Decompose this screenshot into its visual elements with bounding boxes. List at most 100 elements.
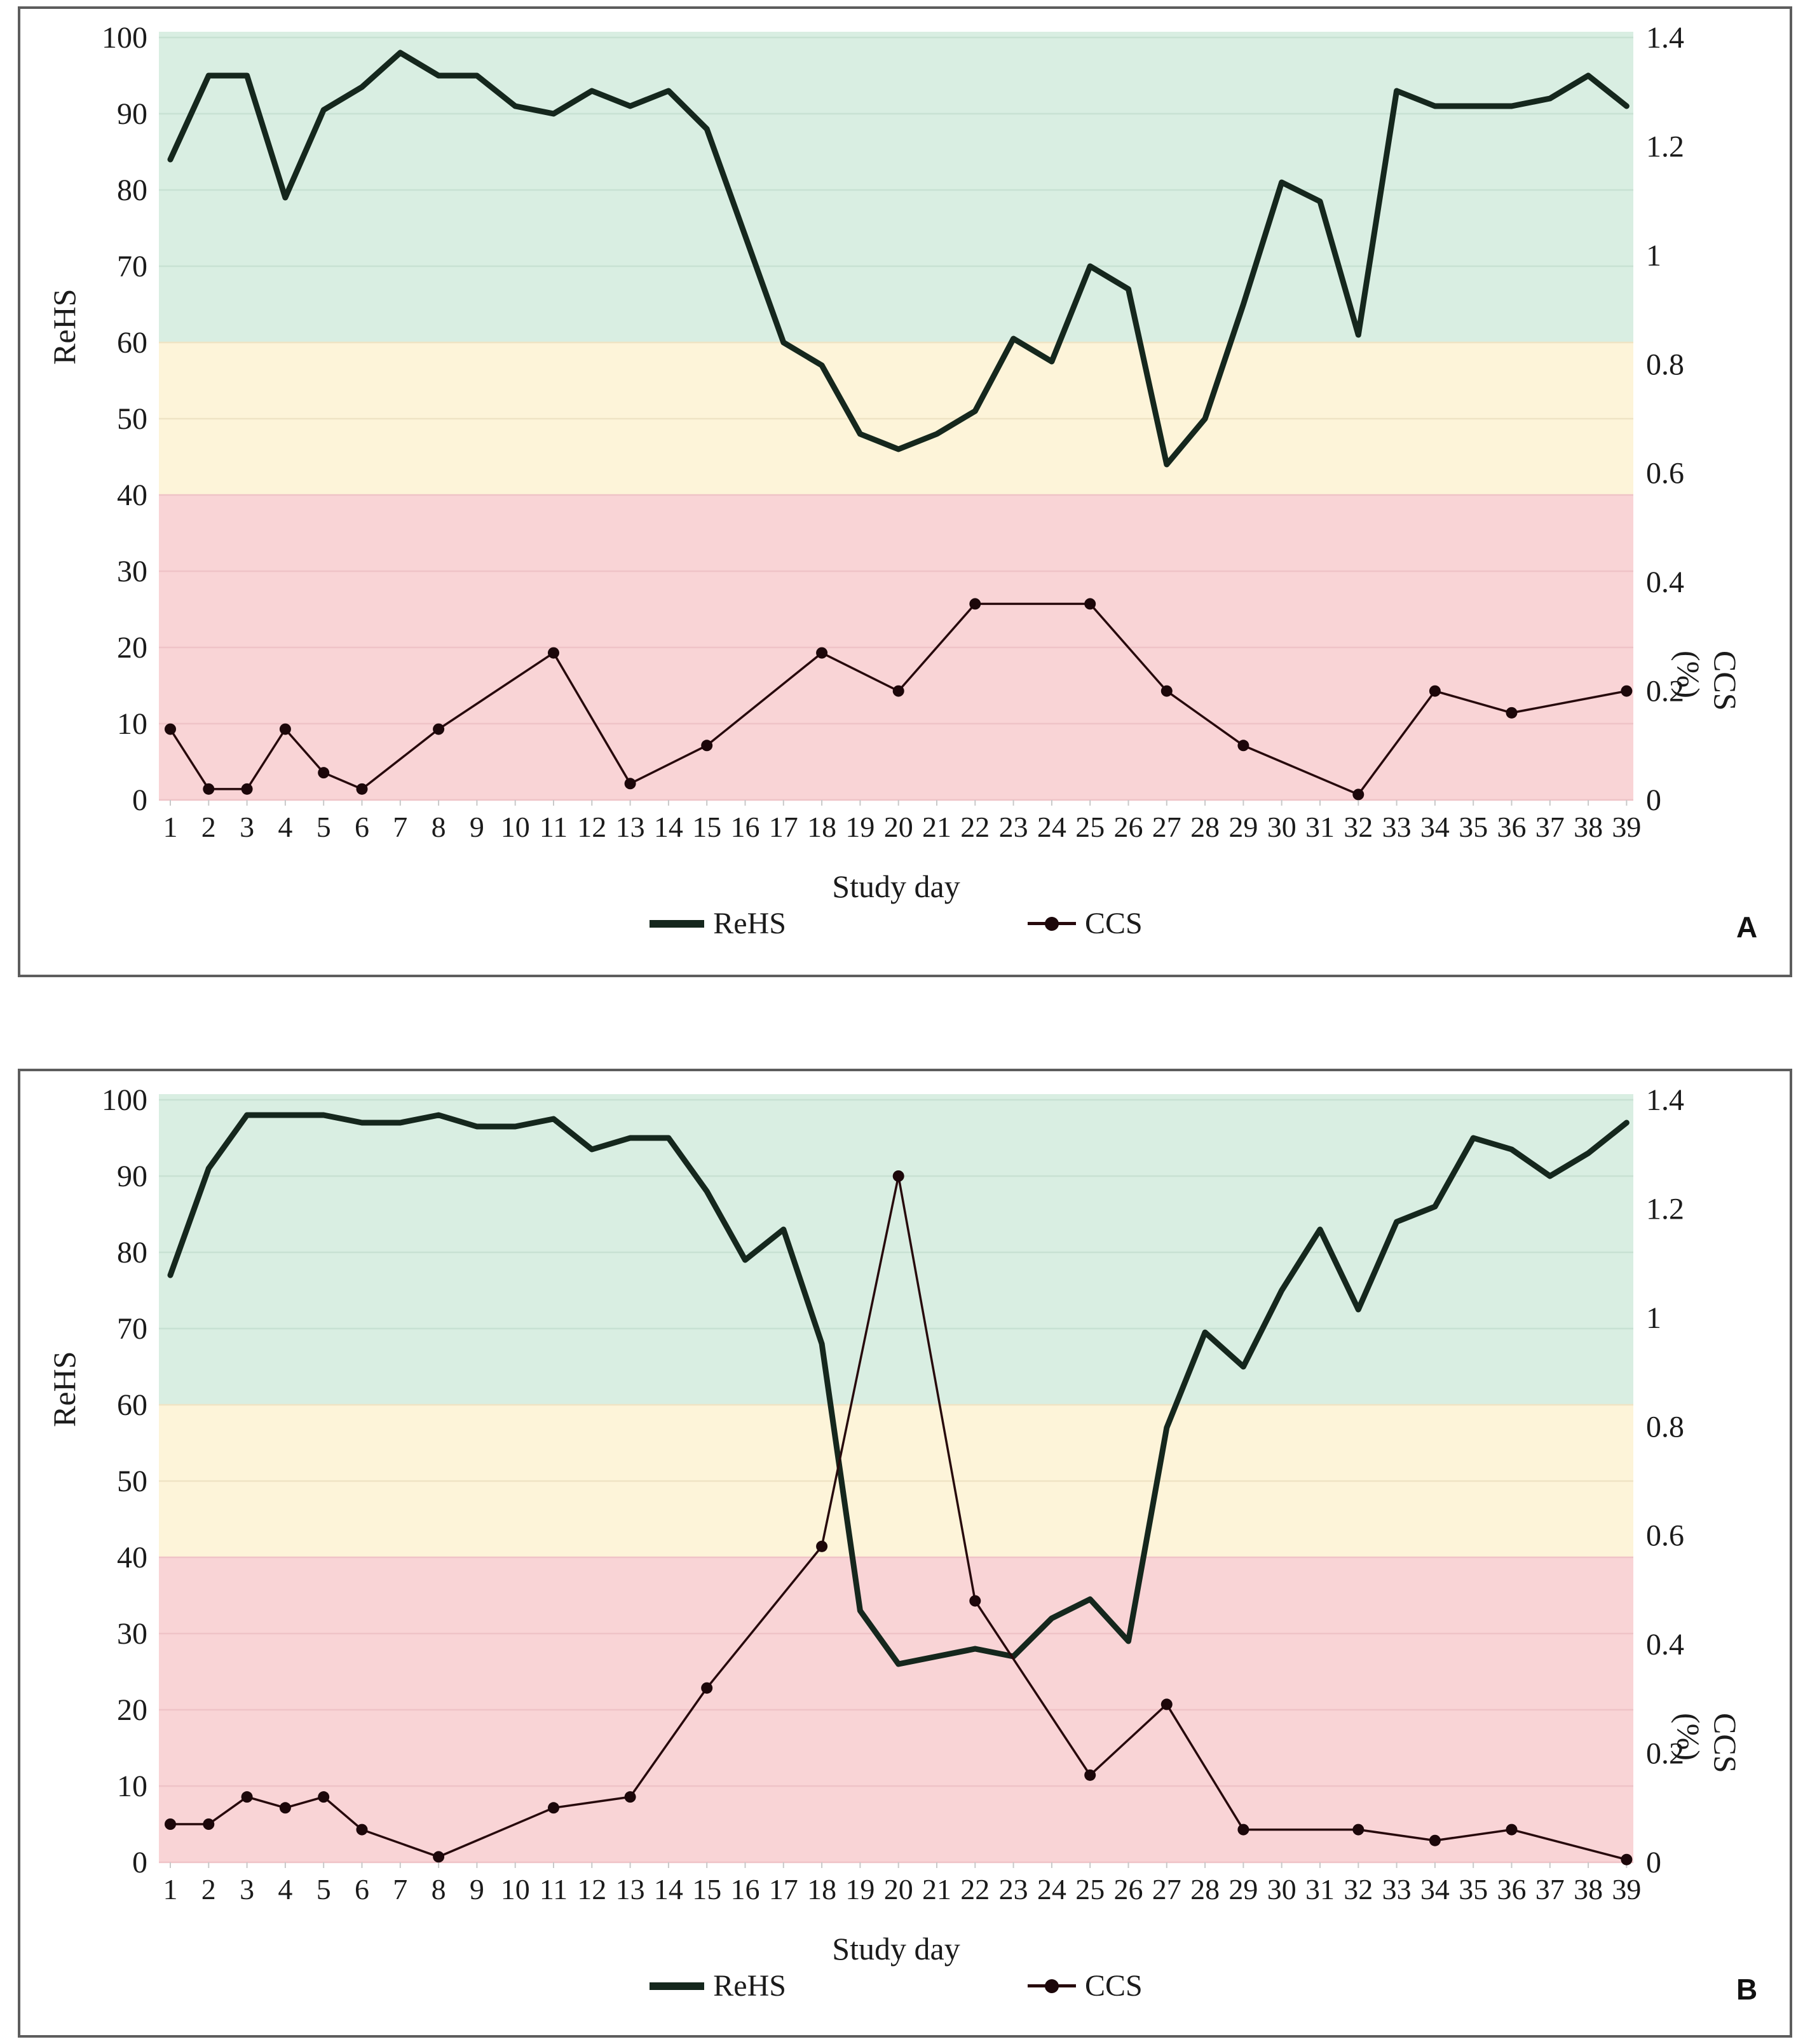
ccs-data-point	[241, 783, 253, 795]
x-tick-label: 18	[807, 1873, 836, 1905]
left-tick-label: 10	[117, 1770, 147, 1803]
ccs-data-point	[816, 647, 828, 659]
x-tick-label: 12	[577, 811, 606, 843]
ccs-data-point	[969, 598, 981, 610]
x-tick-label: 11	[540, 811, 568, 843]
x-tick-label: 22	[960, 811, 990, 843]
ccs-data-point	[1506, 1824, 1518, 1836]
x-tick-label: 19	[845, 1873, 874, 1905]
x-tick-label: 30	[1267, 1873, 1296, 1905]
legend-label-ccs: CCS	[1084, 907, 1143, 940]
x-tick-label: 23	[999, 1873, 1028, 1905]
left-tick-label: 60	[117, 326, 147, 360]
right-tick-label: 0.2	[1646, 1737, 1684, 1771]
x-tick-label: 11	[540, 1873, 568, 1905]
x-tick-label: 14	[654, 811, 683, 843]
ccs-data-point	[548, 1802, 559, 1814]
x-axis-title: Study day	[832, 1931, 960, 1966]
ccs-data-point	[356, 1824, 368, 1836]
right-tick-label: 0	[1646, 783, 1661, 817]
x-tick-label: 5	[316, 811, 331, 843]
x-tick-label: 37	[1535, 1873, 1565, 1905]
x-tick-label: 1	[163, 811, 178, 843]
x-tick-label: 6	[355, 811, 369, 843]
ccs-data-point	[624, 778, 636, 790]
ccs-data-point	[279, 1802, 291, 1814]
x-tick-label: 10	[501, 1873, 530, 1905]
ccs-data-point	[1621, 1853, 1633, 1865]
x-tick-label: 21	[922, 1873, 951, 1905]
x-tick-label: 6	[355, 1873, 369, 1905]
x-tick-label: 17	[769, 811, 798, 843]
x-tick-label: 32	[1344, 811, 1373, 843]
ccs-data-point	[165, 723, 176, 735]
legend-item-rehs: ReHS	[650, 1968, 786, 2003]
x-tick-label: 25	[1075, 1873, 1105, 1905]
ccs-data-point	[892, 1170, 904, 1182]
left-tick-label: 0	[132, 783, 147, 817]
ccs-data-point	[1160, 685, 1173, 697]
ccs-data-point	[318, 767, 330, 779]
x-tick-label: 27	[1152, 1873, 1181, 1905]
legend-item-rehs: ReHS	[650, 906, 786, 941]
right-tick-label: 1.2	[1646, 1192, 1684, 1226]
green-zone	[159, 1094, 1633, 1405]
right-tick-label: 0.8	[1646, 348, 1684, 381]
x-tick-label: 16	[731, 811, 760, 843]
x-tick-label: 5	[316, 1873, 331, 1905]
left-tick-label: 90	[117, 97, 147, 131]
ccs-data-point	[1160, 1698, 1173, 1710]
ccs-data-point	[1237, 1824, 1249, 1836]
ccs-data-point	[1506, 707, 1518, 719]
ccs-data-point	[203, 1818, 215, 1830]
right-axis-title: CCS (%)	[1671, 651, 1743, 711]
legend-item-ccs: CCS	[1027, 906, 1143, 941]
x-tick-label: 32	[1344, 1873, 1373, 1905]
x-tick-label: 16	[731, 1873, 760, 1905]
plot-area-b: 0 10 20 30 40 50 60 70 80 90 100 0 0.2 0.4 0.6 0.8 1 1.2 1…	[102, 1083, 1684, 1905]
left-tick-label: 100	[102, 21, 147, 55]
x-tick-label: 29	[1228, 811, 1258, 843]
ccs-data-point	[356, 783, 368, 795]
x-axis-title: Study day	[832, 869, 960, 904]
left-axis-title: ReHS	[46, 288, 82, 365]
left-tick-label: 80	[117, 1236, 147, 1269]
x-tick-label: 35	[1459, 811, 1488, 843]
left-tick-label: 60	[117, 1388, 147, 1422]
x-tick-label: 28	[1190, 811, 1220, 843]
x-tick-label: 39	[1612, 1873, 1641, 1905]
legend-label-ccs: CCS	[1084, 1969, 1143, 2003]
x-tick-label: 31	[1305, 1873, 1335, 1905]
right-tick-label: 1	[1646, 1301, 1661, 1335]
x-tick-label: 37	[1535, 811, 1565, 843]
x-tick-label: 12	[577, 1873, 606, 1905]
x-tick-label: 33	[1382, 1873, 1412, 1905]
ccs-series-line	[169, 602, 1627, 796]
x-tick-label: 19	[845, 811, 874, 843]
panel-letter-a: A	[1736, 910, 1758, 944]
ccs-data-point	[433, 723, 445, 735]
green-zone	[159, 32, 1633, 342]
x-tick-label: 33	[1382, 811, 1412, 843]
legend: ReHS CCS	[159, 1968, 1633, 2003]
right-tick-label: 0.6	[1646, 1519, 1684, 1553]
x-tick-label: 2	[201, 811, 216, 843]
x-tick-label: 29	[1228, 1873, 1258, 1905]
x-tick-label: 20	[884, 811, 913, 843]
ccs-data-point	[701, 740, 713, 752]
x-tick-label: 15	[692, 1873, 721, 1905]
right-tick-label: 0.6	[1646, 457, 1684, 491]
rehs-line-swatch-icon	[650, 1982, 705, 1990]
ccs-dotline-swatch-icon	[1027, 916, 1076, 931]
x-tick-label: 39	[1612, 811, 1641, 843]
rehs-series-line	[167, 50, 1630, 468]
right-tick-label: 1	[1646, 239, 1661, 273]
x-tick-label: 7	[393, 1873, 407, 1905]
left-tick-label: 80	[117, 173, 147, 207]
left-tick-label: 90	[117, 1160, 147, 1193]
ccs-data-point	[203, 783, 215, 795]
x-tick-label: 26	[1114, 1873, 1143, 1905]
x-tick-label: 34	[1420, 811, 1450, 843]
legend-label-rehs: ReHS	[713, 907, 786, 940]
right-tick-label: 1.4	[1646, 1083, 1684, 1117]
